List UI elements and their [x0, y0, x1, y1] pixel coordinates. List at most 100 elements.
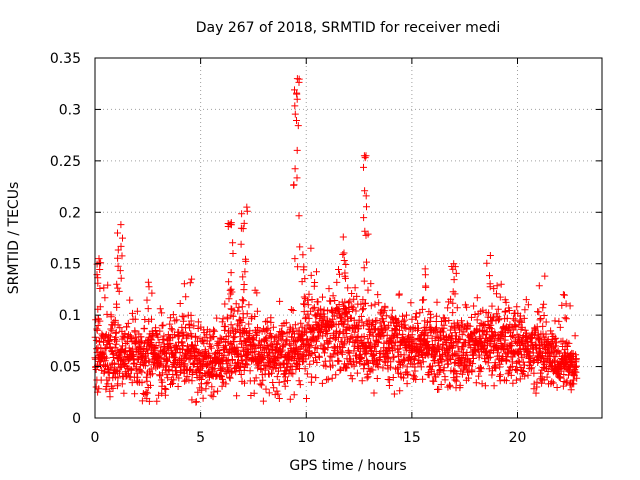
data-point	[156, 361, 164, 369]
data-point	[154, 333, 162, 341]
data-point	[494, 305, 502, 313]
data-point	[114, 229, 121, 237]
data-point	[442, 317, 450, 325]
data-point	[472, 379, 480, 387]
data-point	[296, 344, 304, 352]
data-point	[120, 334, 128, 342]
data-point	[206, 342, 214, 350]
data-point	[223, 357, 231, 365]
data-point	[237, 371, 245, 378]
data-point	[518, 323, 526, 331]
data-point	[359, 296, 367, 304]
data-point	[227, 285, 235, 293]
data-point	[240, 337, 248, 345]
data-point	[224, 220, 232, 227]
data-point	[501, 336, 509, 344]
data-point	[354, 332, 362, 340]
data-point	[539, 304, 547, 312]
data-point	[399, 330, 407, 338]
data-point	[240, 286, 248, 294]
data-point	[543, 373, 551, 381]
data-point	[496, 293, 504, 301]
data-point	[119, 234, 126, 242]
data-point	[120, 361, 128, 369]
data-point	[390, 390, 398, 398]
data-point	[136, 367, 144, 375]
data-point	[406, 354, 413, 362]
data-point	[130, 359, 138, 367]
data-point	[117, 221, 125, 229]
data-point	[121, 330, 129, 338]
data-point	[289, 370, 297, 378]
data-point	[571, 332, 579, 340]
data-point	[303, 395, 310, 402]
data-point	[536, 316, 544, 324]
data-point	[339, 233, 347, 241]
data-point	[250, 389, 258, 397]
data-point	[301, 365, 309, 373]
data-point	[346, 297, 354, 305]
data-point	[185, 321, 193, 329]
data-point	[155, 338, 163, 346]
data-point	[360, 361, 368, 369]
data-point	[233, 392, 241, 400]
data-point	[138, 379, 146, 387]
data-point	[114, 374, 122, 382]
data-point	[387, 358, 395, 366]
data-point	[379, 308, 387, 316]
data-point	[296, 243, 304, 251]
data-point	[339, 251, 347, 258]
data-point	[458, 370, 466, 378]
data-point	[367, 302, 375, 310]
data-point	[117, 274, 125, 282]
data-point	[293, 174, 301, 182]
data-point	[329, 292, 337, 300]
data-point	[295, 212, 303, 220]
data-point	[152, 364, 160, 372]
data-point	[104, 380, 112, 388]
data-point	[141, 316, 149, 323]
data-point	[190, 322, 198, 330]
data-point	[468, 313, 475, 321]
data-point	[363, 258, 370, 266]
data-point	[348, 290, 356, 297]
data-point	[399, 361, 407, 369]
data-point	[419, 358, 427, 366]
data-point	[451, 290, 459, 298]
data-point	[347, 333, 355, 341]
data-point	[361, 227, 369, 235]
data-point	[191, 341, 199, 349]
data-point	[380, 307, 388, 315]
data-point	[359, 305, 367, 313]
data-point	[313, 268, 320, 276]
data-point	[161, 385, 169, 392]
data-point	[356, 359, 364, 367]
data-point	[275, 395, 283, 402]
data-point	[374, 338, 382, 346]
data-point	[242, 360, 250, 368]
data-point	[556, 374, 564, 382]
data-point	[486, 252, 494, 259]
data-point	[225, 295, 233, 303]
data-point	[417, 363, 425, 371]
data-point	[253, 289, 261, 297]
data-point	[524, 301, 532, 309]
data-point	[392, 330, 400, 338]
data-point	[324, 375, 332, 383]
data-point	[227, 221, 235, 229]
data-point	[225, 278, 233, 286]
data-point	[187, 317, 195, 325]
data-point	[470, 355, 477, 362]
data-point	[521, 372, 529, 380]
data-point	[565, 339, 573, 347]
data-point	[403, 380, 411, 388]
data-point	[382, 312, 390, 320]
data-point	[138, 368, 146, 376]
data-point	[281, 382, 289, 390]
data-point	[300, 293, 308, 301]
data-point	[238, 210, 246, 218]
data-point	[101, 294, 109, 302]
data-point	[147, 381, 154, 389]
data-point	[182, 293, 190, 301]
data-points	[91, 75, 581, 406]
